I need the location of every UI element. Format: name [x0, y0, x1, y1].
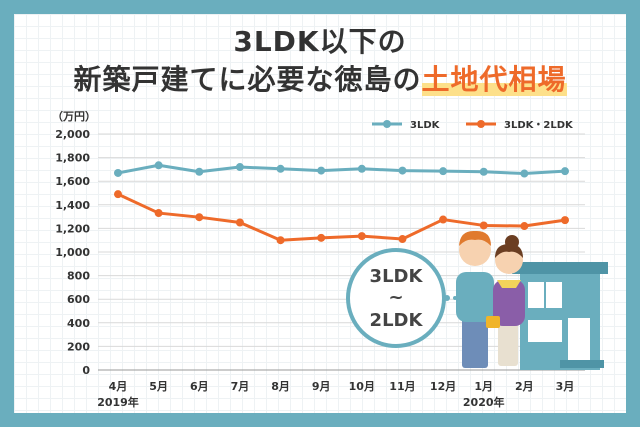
- series-0-point-2: [195, 167, 204, 176]
- woman-legs: [498, 320, 518, 366]
- legend-marker-3ldk: [383, 120, 391, 128]
- y-tick-label-4: 800: [67, 270, 90, 283]
- title-prefix: 新築戸建てに必要な徳島の: [73, 63, 422, 96]
- title-line-1: 3LDK以下の: [233, 25, 407, 58]
- series-1-point-2: [195, 213, 204, 222]
- y-tick-label-0: 0: [82, 364, 90, 377]
- series-1-point-0: [114, 190, 122, 199]
- x-tick-label-9: 1月: [474, 380, 493, 393]
- house-roof: [512, 262, 608, 274]
- house-step: [560, 360, 604, 368]
- bubble-tail-dot-1: [444, 295, 450, 301]
- series-0-point-9: [479, 167, 488, 176]
- y-tick-label-1: 200: [67, 340, 90, 353]
- x-tick-label-0: 4月: [109, 380, 128, 393]
- series-0-point-7: [398, 166, 407, 175]
- series-0-point-11: [561, 167, 569, 176]
- house-illustration: [512, 262, 608, 370]
- house-door: [568, 318, 590, 360]
- series-0-point-10: [520, 169, 529, 178]
- series-1-point-1: [154, 209, 163, 218]
- bubble-text-1: 3LDK: [370, 266, 424, 287]
- legend-label-3ldk-2ldk: 3LDK・2LDK: [504, 120, 574, 131]
- x-tick-label-6: 10月: [349, 380, 375, 393]
- y-axis-unit-label: （万円）: [52, 110, 96, 123]
- legend-marker-3ldk-2ldk: [477, 120, 485, 128]
- x-tick-label-3: 7月: [231, 380, 250, 393]
- legend: 3LDK 3LDK・2LDK: [372, 120, 574, 131]
- series-1-point-11: [561, 216, 569, 225]
- x-tick-label-7: 11月: [389, 380, 415, 393]
- series-0-point-1: [154, 161, 163, 170]
- man-body: [456, 272, 494, 322]
- title-highlight: 土地代相場: [421, 63, 567, 96]
- y-tick-label-6: 1,200: [55, 222, 90, 235]
- y-tick-label-5: 1,000: [55, 246, 90, 259]
- y-tick-label-10: 2,000: [55, 128, 90, 141]
- x-tick-label-8: 12月: [430, 380, 456, 393]
- bubble-text-2: ~: [388, 287, 403, 308]
- house-window-bottom: [528, 320, 562, 342]
- legend-label-3ldk: 3LDK: [410, 120, 441, 131]
- x-tick-label-11: 3月: [556, 380, 575, 393]
- series-1-point-3: [235, 218, 244, 227]
- man-head: [459, 234, 491, 266]
- y-tick-label-7: 1,400: [55, 199, 90, 212]
- woman-body: [493, 280, 525, 326]
- x-tick-label-2: 6月: [190, 380, 209, 393]
- series-1-point-5: [317, 233, 326, 242]
- couple-illustration: [456, 230, 525, 368]
- series-1-point-10: [520, 222, 529, 231]
- series-1-point-7: [398, 235, 407, 244]
- series-line-1: [117, 192, 566, 242]
- series-0-point-8: [439, 167, 448, 176]
- series-line-0: [117, 163, 566, 176]
- series-1-point-9: [479, 221, 488, 230]
- series-0-point-5: [317, 166, 326, 175]
- y-tick-label-3: 600: [67, 293, 90, 306]
- bubble-text-3: 2LDK: [370, 310, 424, 331]
- series-0-point-3: [235, 163, 244, 172]
- series-1-point-4: [276, 236, 285, 245]
- y-tick-label-2: 400: [67, 317, 90, 330]
- x-tick-label-5: 9月: [312, 380, 331, 393]
- series-1-point-6: [357, 232, 366, 241]
- series-0-point-4: [276, 164, 285, 173]
- x-tick-label-10: 2月: [515, 380, 534, 393]
- year-label-2020: 2020年: [463, 395, 505, 409]
- woman-hair-bun: [505, 235, 519, 249]
- series-0-point-0: [114, 168, 122, 177]
- man-legs: [462, 318, 488, 368]
- year-label-2019: 2019年: [97, 395, 139, 409]
- woman-scarf: [497, 280, 521, 288]
- man-hair: [459, 230, 491, 246]
- series-1-point-8: [439, 215, 448, 224]
- title-line-2: 新築戸建てに必要な徳島の土地代相場: [0, 58, 640, 98]
- woman-head: [495, 246, 523, 274]
- series-0-point-6: [357, 164, 366, 173]
- x-tick-label-4: 8月: [271, 380, 290, 393]
- speech-bubble: 3LDK ~ 2LDK: [346, 248, 457, 348]
- woman-bag: [486, 316, 500, 328]
- axes: （万円） 0 200 400 600 800 1,000 1,200 1,400 1,600 1,8…: [52, 110, 585, 409]
- series-group: [114, 161, 569, 245]
- y-tick-label-9: 1,800: [55, 152, 90, 165]
- y-tick-label-8: 1,600: [55, 175, 90, 188]
- x-tick-label-1: 5月: [149, 380, 168, 393]
